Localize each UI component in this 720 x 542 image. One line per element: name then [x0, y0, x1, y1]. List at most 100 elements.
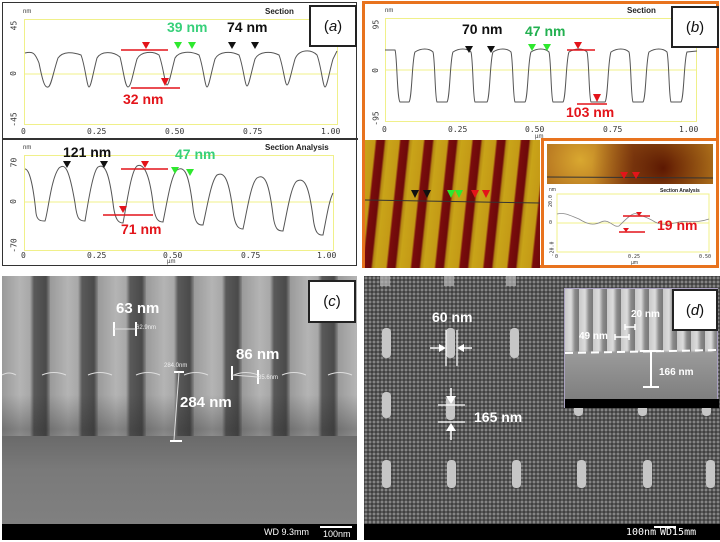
sem-measure-small: 284.0nm [164, 363, 188, 369]
sem-substrate [2, 436, 357, 524]
measurement-label: 86 nm [236, 346, 280, 363]
scale-bar-line [654, 526, 676, 528]
sem-info-bar: WD 9.3mm 100nm [2, 524, 357, 540]
inset-d-annotations [565, 324, 719, 388]
measurement-label: 49 nm [579, 331, 608, 342]
xtick: 0.50 [165, 127, 185, 136]
measurement-label: 39 nm [167, 19, 208, 35]
panel-d-annotations [430, 330, 472, 440]
measurement-label: 165 nm [474, 409, 523, 425]
xtick: 0 [21, 127, 26, 136]
measurement-label: 166 nm [659, 367, 694, 378]
measurement-label: 60 nm [432, 309, 473, 325]
pillar [446, 328, 455, 358]
xtick: 0.50 [163, 251, 183, 260]
pillar [510, 328, 519, 358]
pillar [380, 276, 390, 286]
xtick: 0.50 [699, 254, 712, 260]
xtick: 0.75 [241, 251, 261, 260]
y-unit: nm [23, 9, 32, 15]
pillar [506, 276, 516, 286]
y-unit: nm [385, 8, 394, 14]
measurement-label: 71 nm [121, 221, 162, 237]
inset-info-bar [565, 399, 719, 408]
pillar [512, 460, 521, 488]
inset-chart [546, 172, 714, 253]
x-unit: µm [167, 259, 176, 265]
scale-bar-label: 100nm [626, 527, 657, 538]
scale-bar-label: 100nm [323, 529, 351, 539]
xtick: 0.25 [87, 127, 107, 136]
measurement-label: 32 nm [123, 91, 164, 107]
xtick: 1.00 [679, 125, 699, 134]
measurement-label: 74 nm [227, 19, 268, 35]
scale-bar-line [320, 526, 352, 528]
ytick: 70 [9, 157, 19, 168]
panel-c-annotations [2, 322, 353, 442]
ytick: -70 [9, 238, 19, 253]
xtick: 0.50 [525, 125, 545, 134]
plot-title: Section [265, 7, 294, 16]
plot-title: Section Analysis [265, 143, 329, 152]
measurement-label: 47 nm [175, 146, 216, 162]
sem-measure-small: 85.6nm [258, 375, 279, 381]
measurement-label: 19 nm [657, 217, 698, 233]
xtick: 1.00 [321, 127, 341, 136]
panel-a: nm Section 45 0 -45 0 0.25 0.50 0.75 1.0… [2, 2, 358, 266]
pillar [638, 404, 647, 416]
panel-label-d: (d) [672, 289, 718, 331]
pillar [577, 460, 586, 488]
xtick: 1.00 [317, 251, 337, 260]
working-distance: WD 9.3mm [264, 527, 309, 537]
pillar [382, 392, 391, 418]
measurement-label: 63 nm [116, 300, 160, 317]
xtick: 0 [21, 251, 26, 260]
panel-c: 63 nm 62.9nm 86 nm 85.6nm 284.0nm 284 nm… [2, 276, 357, 540]
x-unit: µm [535, 134, 544, 140]
pillar [447, 460, 456, 488]
panel-d: 60 nm 165 nm 20 nm 49 nm 166 nm (d) 100n… [364, 276, 720, 540]
ytick: 20.0 [548, 194, 555, 208]
ytick: 0 [8, 199, 18, 204]
afm-image-stripes [365, 140, 540, 268]
xtick: 0.75 [603, 125, 623, 134]
plot-title: Section Analysis [660, 188, 700, 194]
sem-measure-small: 62.9nm [136, 325, 157, 331]
inset-d: 20 nm 49 nm 166 nm (d) [564, 288, 719, 408]
sem-info-bar: 100nm WD15mm [364, 524, 720, 540]
profile-chart-a-bottom [24, 161, 334, 236]
panel-label-c: (c) [308, 280, 356, 323]
pillar [382, 460, 391, 488]
xtick: 0 [382, 125, 387, 134]
pillar [382, 328, 391, 358]
y-unit: nm [23, 145, 32, 151]
measurement-label: 121 nm [63, 144, 112, 160]
measurement-label: 20 nm [631, 309, 660, 320]
pillar [446, 396, 455, 420]
measurement-label: 284 nm [180, 394, 232, 411]
x-unit: µm [631, 260, 639, 266]
panel-b: nm Section 95 0 -95 0 0.25 0.50 0.75 1.0… [362, 1, 719, 268]
y-unit: nm [549, 187, 556, 193]
measurement-label: 47 nm [525, 23, 566, 39]
measurement-label: 103 nm [566, 104, 615, 120]
xtick: 0.25 [628, 254, 641, 260]
divider [3, 138, 358, 140]
plot-area-a-bottom [24, 155, 334, 251]
measurement-label: 70 nm [462, 21, 503, 37]
plot-area-a-top [24, 19, 338, 125]
xtick: 0.25 [87, 251, 107, 260]
pillar [643, 460, 652, 488]
pillar [574, 404, 583, 416]
afm-markers [365, 190, 541, 204]
plot-title: Section [627, 6, 656, 15]
panel-label-b: (b) [671, 6, 719, 48]
profile-chart-a [24, 42, 338, 89]
pillar [444, 276, 454, 286]
pillar [702, 404, 711, 416]
xtick: 0 [555, 254, 559, 260]
ytick: 0 [549, 220, 553, 226]
panel-label-a: (a) [309, 5, 357, 47]
xtick: 0.75 [243, 127, 263, 136]
pillar [706, 460, 715, 488]
